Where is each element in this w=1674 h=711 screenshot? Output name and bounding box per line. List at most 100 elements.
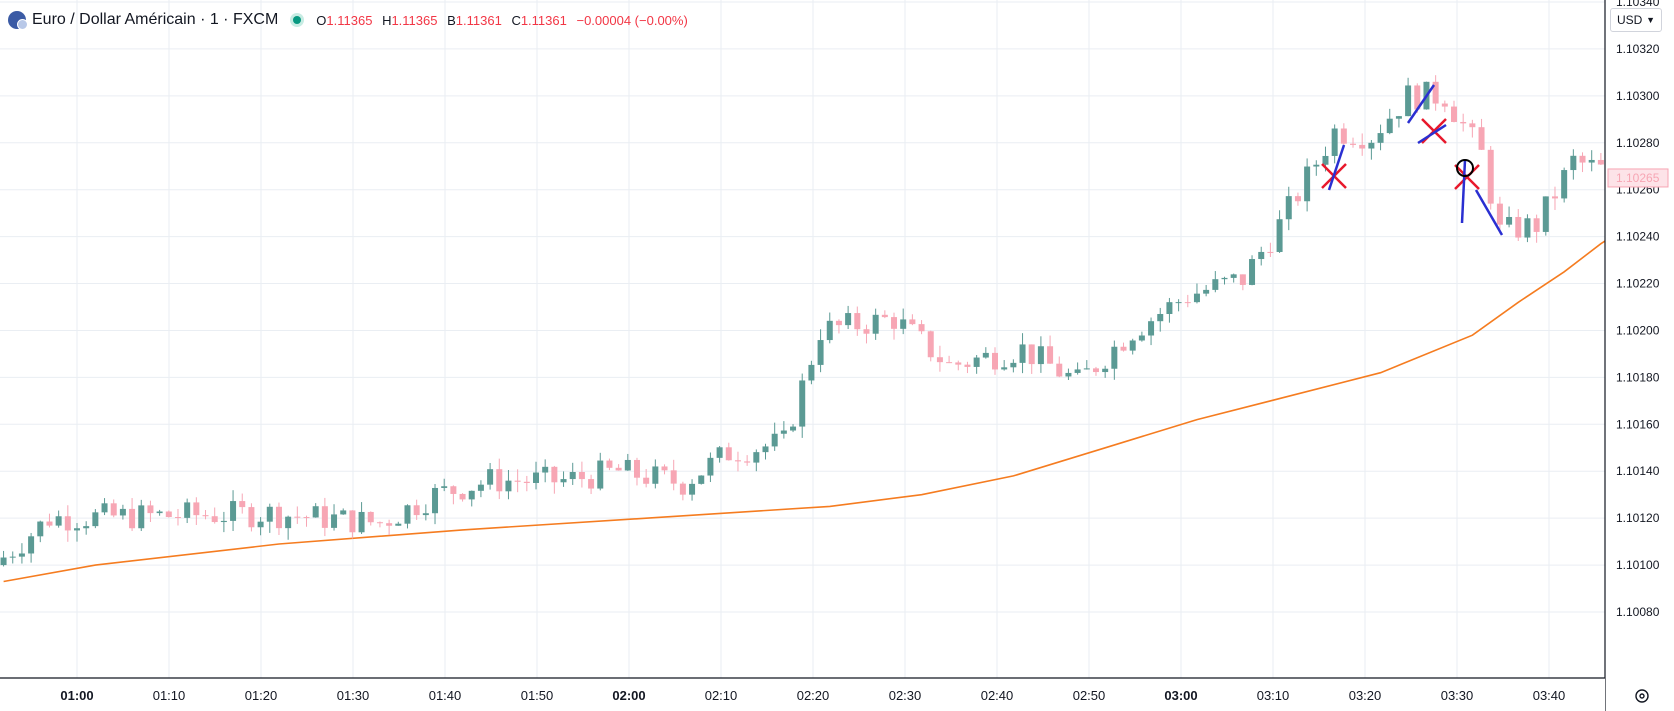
open-label: O: [316, 12, 327, 28]
candle-body: [973, 357, 980, 367]
eur-usd-flag-icon: [8, 11, 28, 30]
market-open-dot-icon[interactable]: [290, 13, 305, 27]
candle-body: [661, 466, 668, 471]
time-tick-label: 01:40: [429, 688, 462, 703]
candle-body: [1221, 277, 1228, 280]
time-axis-bg: [0, 678, 1605, 711]
drawing-red-cross: [1454, 164, 1480, 190]
price-axis-bg: [1605, 0, 1674, 711]
candle-body: [670, 470, 677, 484]
candle-body: [679, 483, 686, 495]
candle-body: [46, 521, 53, 526]
candle-body: [1588, 159, 1595, 163]
candle-body: [918, 324, 925, 332]
close-value: 1.11361: [520, 12, 567, 28]
cursor-icon: [1456, 159, 1474, 177]
price-tick-label: 1.10160: [1616, 417, 1660, 431]
candle-body: [891, 317, 898, 329]
candle-body: [74, 528, 80, 531]
candle-body: [1304, 166, 1311, 202]
time-tick-label: 01:50: [521, 688, 554, 703]
candle-body: [257, 521, 264, 528]
candle-body: [28, 536, 35, 554]
time-tick-label: 02:10: [705, 688, 738, 703]
candle-body: [0, 557, 7, 566]
candlestick-series: [0, 75, 1604, 567]
symbol-title[interactable]: Euro / Dollar Américain · 1 · FXCM: [32, 11, 279, 28]
candle-body: [119, 508, 126, 516]
price-tick-label: 1.10200: [1616, 323, 1660, 337]
candle-body: [1239, 274, 1246, 285]
candle-body: [441, 486, 448, 488]
candle-body: [1340, 128, 1347, 144]
candle-body: [900, 319, 907, 329]
candle-body: [422, 513, 429, 516]
candle-body: [1037, 346, 1044, 365]
price-tick-label: 1.10300: [1616, 89, 1660, 103]
candle-body: [1570, 155, 1577, 171]
candle-body: [239, 501, 246, 508]
price-tick-label: 1.10280: [1616, 136, 1660, 150]
candle-body: [1551, 196, 1558, 199]
candle-body: [450, 486, 457, 494]
candle-body: [395, 523, 402, 526]
candle-body: [808, 364, 815, 381]
user-drawings: [1321, 84, 1504, 236]
candle-body: [184, 502, 191, 518]
candle-body: [496, 469, 503, 492]
candle-body: [202, 515, 209, 517]
candle-body: [1138, 335, 1145, 341]
time-tick-label: 03:20: [1349, 688, 1382, 703]
chart-grid: [0, 0, 1605, 678]
candle-body: [817, 340, 824, 365]
candle-body: [1074, 369, 1081, 373]
time-tick-label: 02:00: [612, 688, 645, 703]
drawing-blue-stroke: [1406, 84, 1436, 124]
candle-body: [615, 467, 622, 471]
price-tick-label: 1.10220: [1616, 277, 1660, 291]
candle-body: [386, 523, 393, 526]
currency-value: USD: [1617, 13, 1643, 27]
moving-average-line: [3, 231, 1620, 583]
candle-body: [1249, 259, 1256, 285]
candle-body: [220, 520, 227, 523]
candle-body: [698, 475, 705, 484]
candle-body: [1157, 313, 1164, 322]
candle-body: [1092, 368, 1099, 373]
candle-body: [624, 459, 631, 471]
candle-body: [101, 503, 108, 513]
drawing-blue-stroke: [1474, 189, 1504, 236]
candle-body: [147, 505, 154, 514]
currency-selector[interactable]: USD ▼: [1610, 8, 1662, 32]
candle-body: [285, 516, 292, 529]
candle-body: [964, 364, 971, 367]
settings-target-icon[interactable]: [1632, 686, 1652, 706]
candle-body: [1441, 103, 1448, 107]
candle-body: [1350, 143, 1357, 145]
candle-body: [1478, 127, 1485, 150]
candle-body: [165, 511, 172, 518]
candle-body: [230, 501, 237, 521]
candle-body: [725, 447, 732, 461]
candle-body: [771, 433, 778, 447]
bid-label: B: [447, 12, 456, 28]
candle-body: [643, 477, 650, 484]
candle-body: [303, 517, 310, 519]
candle-body: [1405, 85, 1412, 117]
candle-body: [799, 380, 806, 427]
candle-body: [1515, 216, 1522, 238]
candle-body: [468, 490, 475, 500]
candle-body: [129, 508, 136, 529]
candle-body: [946, 362, 953, 364]
candle-body: [1285, 196, 1292, 220]
candle-body: [992, 352, 998, 370]
time-tick-label: 01:30: [337, 688, 370, 703]
high-label: H: [382, 12, 392, 28]
candle-body: [790, 426, 797, 431]
candle-body: [1129, 340, 1136, 351]
candle-body: [321, 506, 328, 528]
candle-body: [432, 487, 439, 514]
candle-body: [1056, 363, 1063, 377]
moving-average-path: [3, 231, 1620, 583]
